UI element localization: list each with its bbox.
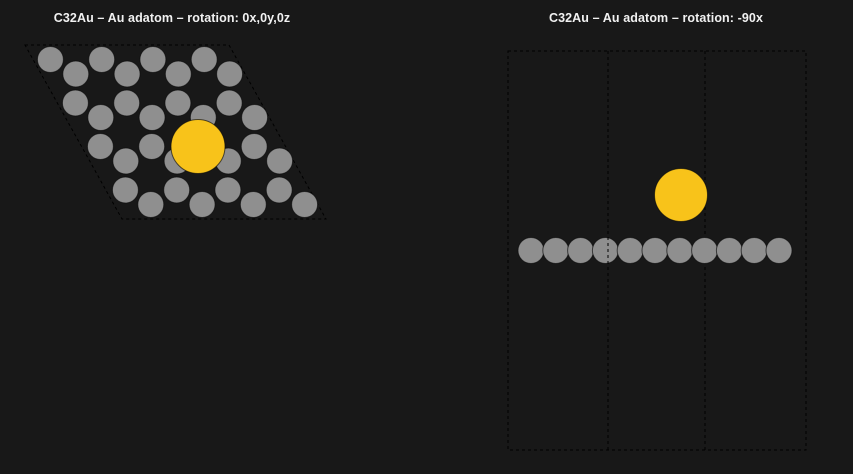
atom-C — [111, 176, 139, 204]
atom-C — [517, 237, 545, 264]
atom-C — [216, 60, 244, 88]
atom-C — [138, 133, 166, 160]
atom-C — [567, 237, 595, 264]
atom-C — [86, 133, 114, 160]
atom-C — [61, 89, 89, 117]
atom-C — [113, 60, 141, 88]
atom-C — [138, 104, 166, 131]
atom-C — [188, 191, 216, 218]
left-atoms-group — [36, 46, 319, 218]
atom-C — [542, 237, 570, 264]
atom-C — [113, 89, 141, 117]
atom-C — [88, 46, 116, 73]
atom-C — [616, 237, 644, 264]
atom-C — [666, 237, 694, 264]
atom-C — [214, 176, 242, 204]
atom-C — [112, 147, 140, 175]
atom-C — [715, 237, 743, 264]
atom-C — [691, 237, 719, 264]
left-panel-title: C32Au – Au adatom – rotation: 0x,0y,0z — [53, 11, 291, 25]
atom-C — [215, 89, 243, 117]
right-atoms-group — [517, 168, 793, 264]
atom-C — [291, 191, 319, 218]
atom-C — [765, 237, 793, 264]
atom-C — [241, 104, 269, 131]
atom-Au — [654, 168, 708, 222]
atom-C — [641, 237, 669, 264]
unit-cell-rect — [507, 50, 807, 451]
atom-C — [265, 176, 293, 204]
atom-C — [239, 191, 267, 218]
atom-C — [266, 147, 294, 175]
atom-C — [164, 89, 192, 117]
right-panel-title: C32Au – Au adatom – rotation: -90x — [548, 11, 764, 25]
atom-C — [740, 237, 768, 264]
atom-Au — [170, 119, 226, 174]
atom-C — [190, 46, 218, 73]
unit-cell-parallelogram — [24, 44, 327, 220]
atom-C — [137, 191, 165, 218]
atom-C — [240, 133, 268, 160]
atom-C — [36, 46, 64, 73]
atom-C — [164, 60, 192, 88]
atom-C — [87, 104, 115, 131]
left-unit-cell-outline — [24, 44, 327, 220]
atom-C — [139, 46, 167, 73]
atom-C — [163, 176, 191, 204]
atom-C — [62, 60, 90, 88]
atom-C — [591, 237, 619, 264]
